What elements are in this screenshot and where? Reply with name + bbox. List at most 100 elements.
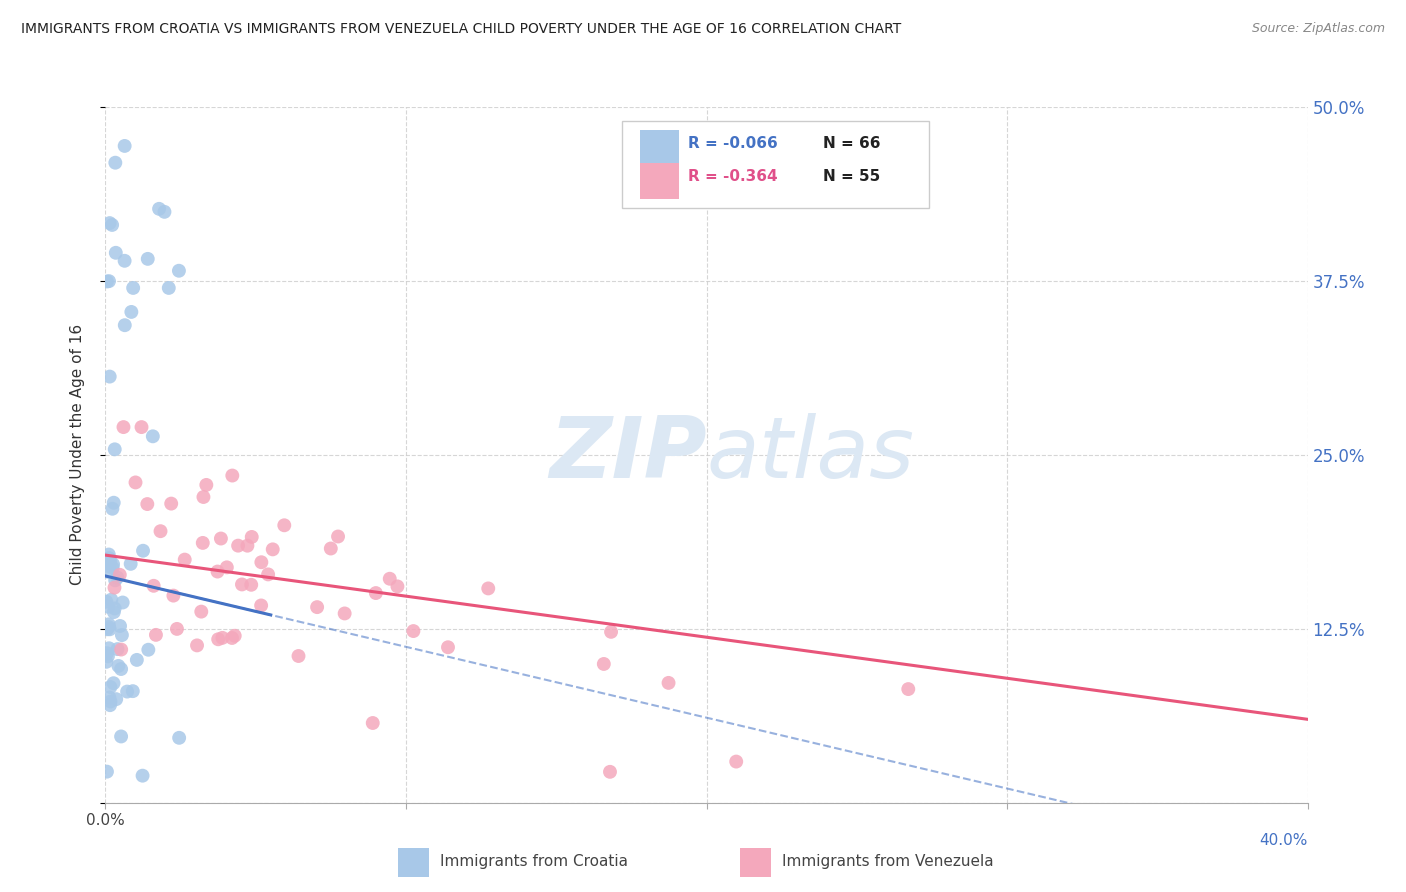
Point: [101, 558, 124, 572]
Point: [104, 442, 127, 457]
Point: [124, 475, 146, 490]
Point: [98, 274, 121, 288]
Point: [287, 648, 309, 663]
Point: [153, 204, 176, 219]
Point: [387, 579, 409, 593]
FancyBboxPatch shape: [640, 162, 679, 199]
Point: [101, 501, 124, 516]
Point: [166, 622, 188, 636]
Point: [592, 657, 614, 671]
Point: [250, 599, 273, 613]
Point: [120, 557, 142, 571]
Point: [138, 642, 160, 657]
Text: N = 66: N = 66: [823, 136, 880, 152]
Point: [98, 622, 121, 636]
Point: [97, 548, 120, 562]
Text: N = 55: N = 55: [823, 169, 880, 184]
Point: [195, 478, 218, 492]
Point: [131, 769, 153, 783]
Point: [97, 551, 120, 566]
Point: [657, 676, 679, 690]
Point: [98, 698, 121, 713]
Point: [897, 682, 920, 697]
FancyBboxPatch shape: [623, 121, 929, 208]
Point: [103, 496, 125, 510]
Point: [257, 567, 280, 582]
Point: [103, 581, 125, 595]
Point: [97, 649, 120, 664]
Point: [104, 155, 127, 169]
Point: [326, 529, 349, 543]
Point: [132, 543, 155, 558]
Point: [190, 605, 212, 619]
Point: [262, 542, 284, 557]
Point: [105, 692, 128, 706]
Text: Immigrants from Venezuela: Immigrants from Venezuela: [782, 855, 994, 870]
Point: [96, 595, 118, 609]
Point: [162, 589, 184, 603]
Point: [333, 607, 356, 621]
Point: [437, 640, 460, 655]
Point: [110, 662, 132, 676]
Point: [224, 629, 246, 643]
Point: [599, 764, 621, 779]
Point: [114, 318, 136, 333]
Point: [104, 601, 127, 615]
Point: [600, 624, 623, 639]
Point: [108, 567, 131, 582]
Point: [231, 577, 253, 591]
Text: Immigrants from Croatia: Immigrants from Croatia: [440, 855, 627, 870]
Point: [98, 690, 121, 705]
Point: [96, 655, 118, 669]
Point: [96, 565, 118, 579]
Point: [100, 680, 122, 694]
Point: [104, 574, 127, 588]
Point: [111, 595, 134, 609]
Point: [167, 731, 190, 745]
Point: [100, 592, 122, 607]
Point: [97, 620, 120, 634]
Point: [97, 559, 120, 574]
Text: 40.0%: 40.0%: [1260, 833, 1308, 848]
Point: [193, 490, 215, 504]
Point: [221, 468, 243, 483]
Point: [114, 139, 136, 153]
FancyBboxPatch shape: [640, 130, 679, 166]
Point: [157, 281, 180, 295]
Point: [98, 369, 121, 384]
Point: [273, 518, 295, 533]
Text: R = -0.364: R = -0.364: [689, 169, 778, 184]
Point: [307, 600, 329, 615]
Point: [121, 684, 143, 698]
Point: [136, 497, 159, 511]
Point: [122, 281, 145, 295]
Point: [226, 539, 249, 553]
Text: R = -0.066: R = -0.066: [689, 136, 779, 152]
Point: [96, 622, 118, 636]
Point: [402, 624, 425, 638]
Point: [110, 730, 132, 744]
Point: [104, 245, 127, 260]
Point: [111, 628, 134, 642]
Point: [240, 530, 263, 544]
Point: [120, 305, 142, 319]
Point: [96, 275, 118, 289]
FancyBboxPatch shape: [740, 848, 772, 877]
Point: [97, 599, 120, 614]
Point: [477, 582, 499, 596]
Point: [112, 420, 135, 434]
Point: [101, 561, 124, 575]
Point: [96, 646, 118, 660]
Text: ZIP: ZIP: [548, 413, 707, 497]
Point: [98, 554, 121, 568]
Point: [114, 253, 136, 268]
Point: [221, 631, 243, 645]
Point: [103, 605, 125, 619]
Point: [211, 631, 233, 645]
Point: [103, 676, 125, 690]
Point: [378, 572, 401, 586]
Point: [108, 619, 131, 633]
Point: [107, 642, 129, 657]
Point: [207, 632, 229, 647]
Point: [115, 684, 138, 698]
